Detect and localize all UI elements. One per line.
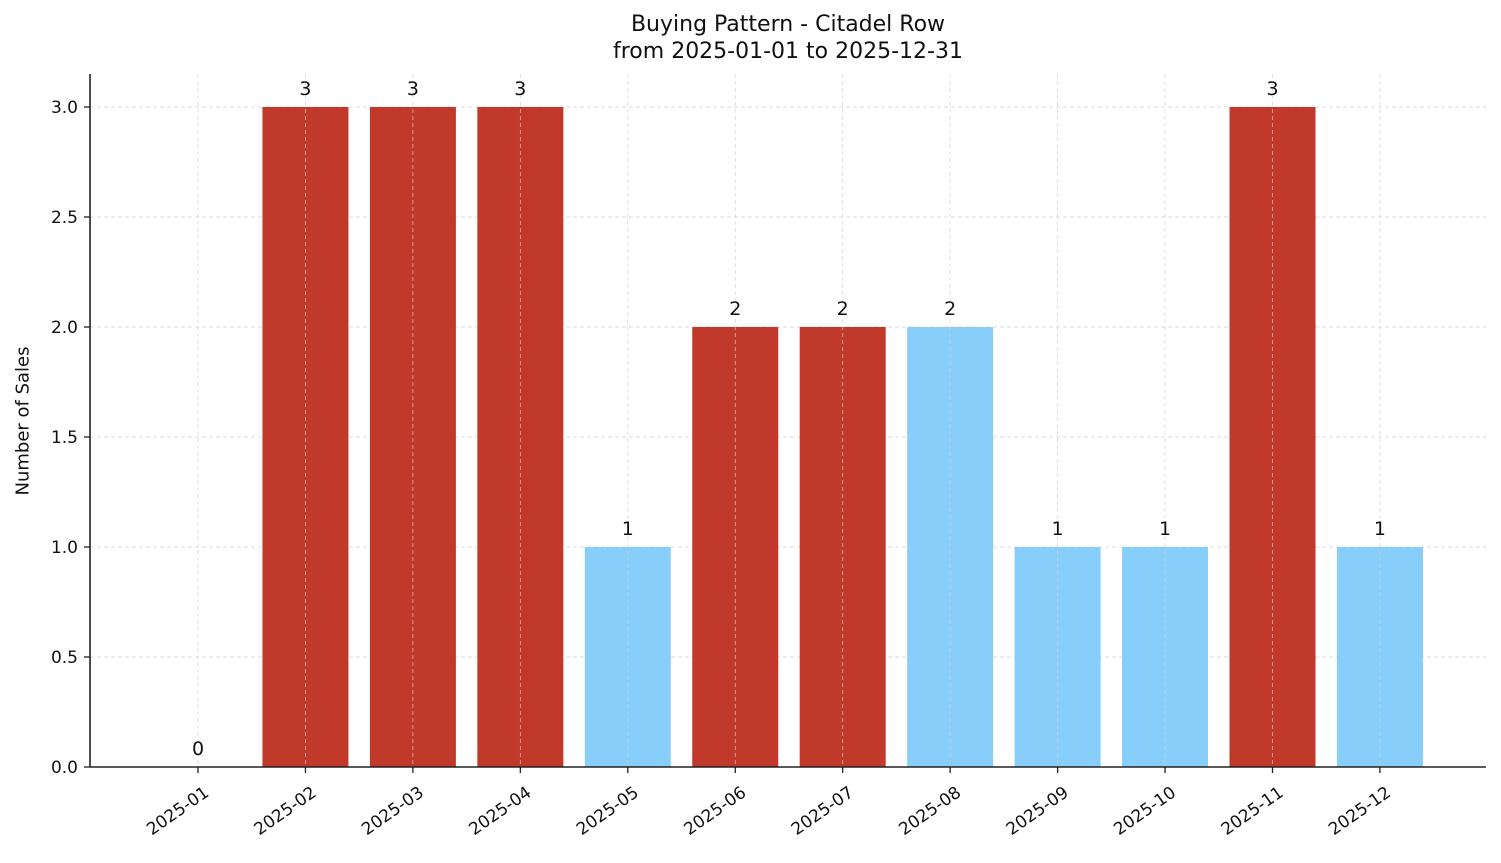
bar-value-label: 1 [1052,518,1064,540]
chart-subtitle: from 2025-01-01 to 2025-12-31 [613,39,963,64]
x-tick-label: 2025-12 [1325,783,1395,840]
bar-2025-11 [1229,107,1316,767]
x-tick-label: 2025-06 [680,783,750,840]
bar-value-label: 3 [1266,78,1278,100]
bar-value-label: 2 [729,298,741,320]
x-tick-label: 2025-10 [1110,783,1180,840]
x-tick-label: 2025-03 [358,783,428,840]
y-tick-label: 2.5 [51,208,78,228]
x-tick-label: 2025-09 [1003,783,1073,840]
axes [84,74,1486,773]
bar-value-label: 3 [514,78,526,100]
vertical-gridlines [197,74,1381,767]
x-tick-label: 2025-01 [143,783,213,840]
bar-value-label: 1 [622,518,634,540]
bar-value-label: 2 [837,298,849,320]
y-tick-label: 1.0 [51,538,78,558]
bar-2025-03 [369,107,456,767]
y-tick-label: 0.0 [51,758,78,778]
x-tick-label: 2025-11 [1218,783,1288,840]
bar-value-label: 3 [407,78,419,100]
bar-2025-02 [262,107,349,767]
y-tick-label: 0.5 [51,648,78,668]
bar-2025-04 [477,107,564,767]
x-tick-label: 2025-04 [466,783,536,840]
x-tick-label: 2025-02 [251,783,321,840]
bar-value-label: 2 [944,298,956,320]
x-tick-label: 2025-08 [895,783,965,840]
bar-value-label: 3 [299,78,311,100]
chart-title: Buying Pattern - Citadel Row [630,12,946,37]
bar-value-label: 1 [1374,518,1386,540]
x-tick-label: 2025-07 [788,783,858,840]
x-tick-label: 2025-05 [573,783,643,840]
y-tick-label: 1.5 [51,428,78,448]
bar-value-label: 1 [1159,518,1171,540]
y-tick-label: 3.0 [51,98,78,118]
y-tick-label: 2.0 [51,318,78,338]
bars [262,107,1423,767]
bar-value-label: 0 [192,738,204,760]
